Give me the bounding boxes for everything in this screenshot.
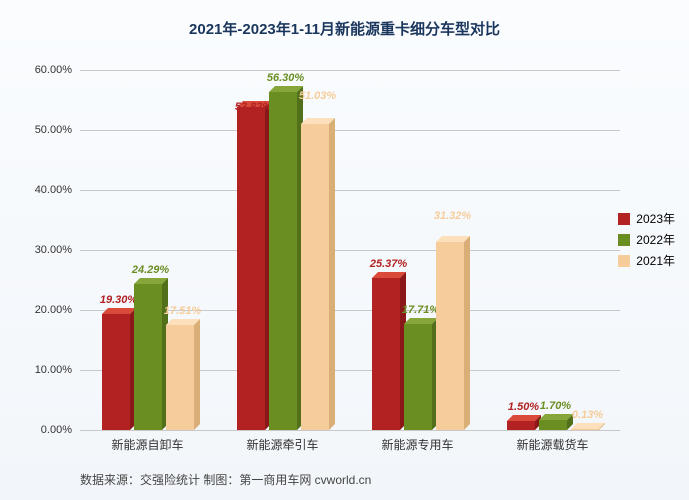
data-label: 31.32% <box>434 210 471 222</box>
bar <box>166 325 194 430</box>
legend-label: 2023年 <box>636 210 675 227</box>
legend-label: 2022年 <box>636 231 675 248</box>
bar <box>404 324 432 430</box>
gridline <box>80 130 620 131</box>
data-label: 56.30% <box>267 72 304 84</box>
gridline <box>80 250 620 251</box>
gridline <box>80 190 620 191</box>
y-tick-label: 50.00% <box>35 124 80 136</box>
chart-title: 2021年-2023年1-11月新能源重卡细分车型对比 <box>0 18 689 39</box>
bar <box>571 429 599 430</box>
x-tick-label: 新能源专用车 <box>381 430 453 453</box>
bar <box>507 421 535 430</box>
plot-area: 0.00%10.00%20.00%30.00%40.00%50.00%60.00… <box>80 70 620 431</box>
x-tick-label: 新能源自卸车 <box>111 430 183 453</box>
data-label: 51.03% <box>299 90 336 102</box>
y-tick-label: 60.00% <box>35 64 80 76</box>
bar <box>134 284 162 430</box>
bar <box>269 92 297 430</box>
y-tick-label: 40.00% <box>35 184 80 196</box>
legend-item: 2023年 <box>618 210 675 227</box>
y-tick-label: 20.00% <box>35 304 80 316</box>
y-tick-label: 30.00% <box>35 244 80 256</box>
x-tick-label: 新能源牵引车 <box>246 430 318 453</box>
data-label: 19.30% <box>100 294 137 306</box>
chart-container: 2021年-2023年1-11月新能源重卡细分车型对比 0.00%10.00%2… <box>0 0 689 500</box>
legend-swatch <box>618 234 630 246</box>
data-label: 0.13% <box>572 409 603 421</box>
gridline <box>80 70 620 71</box>
legend-swatch <box>618 255 630 267</box>
legend-item: 2021年 <box>618 252 675 269</box>
bar <box>539 420 567 430</box>
data-label: 17.51% <box>164 305 201 317</box>
data-label: 1.50% <box>508 401 539 413</box>
data-label: 53.82% <box>235 101 272 113</box>
legend-swatch <box>618 213 630 225</box>
legend-label: 2021年 <box>636 252 675 269</box>
legend: 2023年 2022年 2021年 <box>618 210 675 273</box>
data-label: 17.71% <box>402 304 439 316</box>
footer-source: 数据来源：交强险统计 制图：第一商用车网 cvworld.cn <box>80 471 371 488</box>
bar <box>102 314 130 430</box>
legend-item: 2022年 <box>618 231 675 248</box>
bar <box>301 124 329 430</box>
data-label: 25.37% <box>370 258 407 270</box>
y-tick-label: 0.00% <box>41 424 80 436</box>
data-label: 24.29% <box>132 264 169 276</box>
y-tick-label: 10.00% <box>35 364 80 376</box>
bar <box>436 242 464 430</box>
bar <box>237 107 265 430</box>
bar <box>372 278 400 430</box>
x-tick-label: 新能源载货车 <box>516 430 588 453</box>
data-label: 1.70% <box>540 400 571 412</box>
